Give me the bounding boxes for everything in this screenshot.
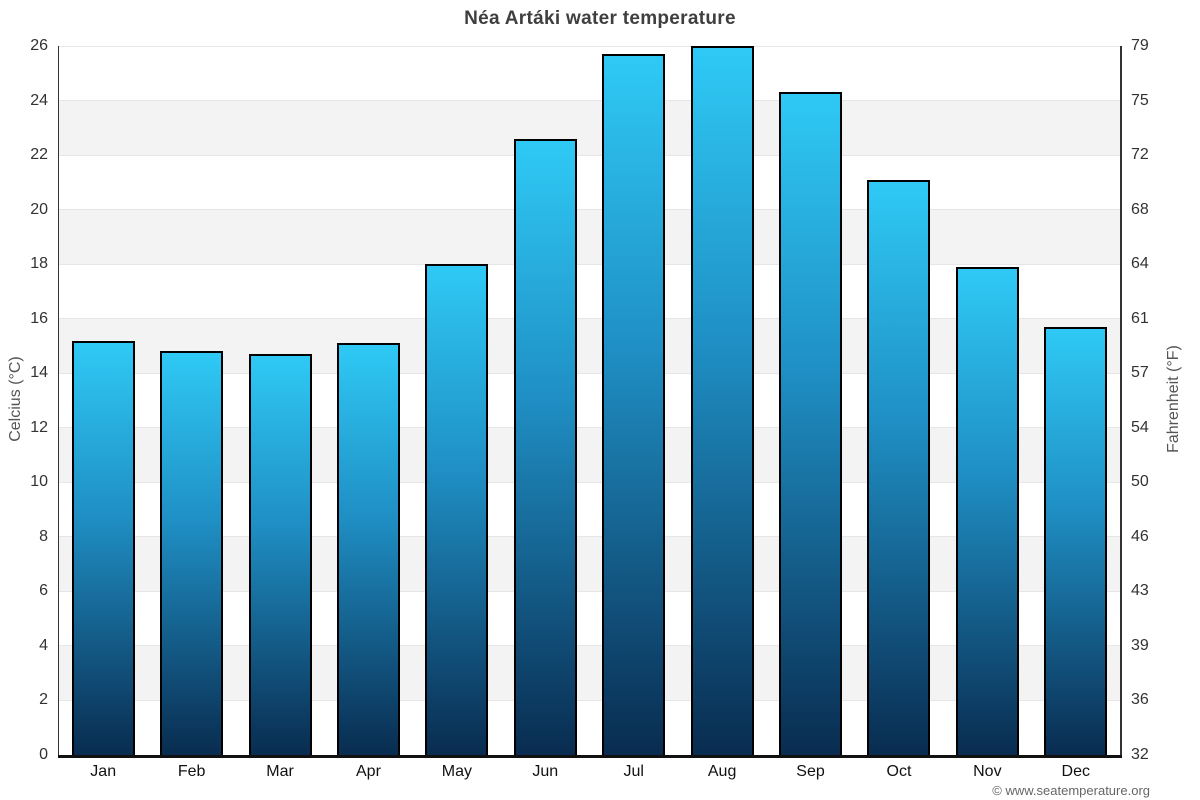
x-tick-feb: Feb: [177, 763, 206, 780]
y-tick-left: 12: [30, 418, 48, 436]
gridline: [59, 481, 1120, 483]
y-tick-right: 54: [1131, 418, 1149, 436]
y-tick-right: 32: [1131, 746, 1149, 763]
y-tick-left: 8: [39, 527, 48, 545]
gridline: [59, 209, 1120, 211]
y-tick-right: 57: [1131, 364, 1149, 382]
plot-band: [59, 482, 1120, 537]
plot-band: [59, 100, 1120, 156]
y-tick-left: 14: [30, 364, 48, 382]
y-tick-right: 39: [1131, 636, 1149, 654]
y-tick-right: 68: [1131, 200, 1149, 218]
right-axis-line: [1120, 46, 1122, 758]
x-tick-mar: Mar: [266, 763, 294, 780]
bottom-axis-line: [58, 755, 1122, 758]
x-tick-dec: Dec: [1061, 763, 1090, 780]
attribution-link[interactable]: © www.seatemperature.org: [992, 783, 1150, 798]
bar-mar[interactable]: [248, 354, 312, 755]
x-tick-apr: Apr: [356, 763, 381, 780]
y-tick-right: 46: [1131, 527, 1149, 545]
y-axis-title-celsius: Celcius (°C): [7, 356, 24, 442]
bar-apr[interactable]: [336, 343, 400, 755]
bar-may[interactable]: [425, 264, 489, 755]
gridline: [59, 45, 1120, 47]
y-tick-right: 43: [1131, 582, 1149, 600]
gridline: [59, 100, 1120, 102]
y-tick-right: 79: [1131, 37, 1149, 54]
left-axis-line: [58, 46, 59, 758]
gridline: [59, 263, 1120, 265]
bar-feb[interactable]: [160, 351, 224, 755]
chart-title: Néa Artáki water temperature: [464, 8, 736, 29]
gridline: [59, 427, 1120, 429]
bar-jan[interactable]: [71, 340, 135, 755]
plot-band: [59, 700, 1120, 755]
y-tick-left: 20: [30, 200, 48, 218]
y-tick-right: 72: [1131, 146, 1149, 164]
y-tick-right: 50: [1131, 473, 1149, 491]
bar-jul[interactable]: [602, 54, 666, 755]
bar-oct[interactable]: [867, 179, 931, 755]
gridline: [59, 154, 1120, 156]
x-tick-sep: Sep: [796, 763, 825, 780]
y-tick-left: 6: [39, 582, 48, 600]
bar-nov[interactable]: [955, 266, 1019, 755]
plot-band: [59, 373, 1120, 428]
plot-band: [59, 46, 1120, 101]
gridline: [59, 372, 1120, 374]
y-tick-left: 2: [39, 691, 48, 709]
y-tick-right: 61: [1131, 309, 1149, 327]
x-tick-jan: Jan: [90, 763, 117, 780]
plot-band: [59, 536, 1120, 592]
plot-band: [59, 591, 1120, 646]
y-tick-left: 10: [30, 473, 48, 491]
y-tick-left: 22: [30, 146, 48, 164]
gridline: [59, 699, 1120, 701]
y-tick-left: 0: [39, 746, 48, 763]
x-tick-jun: Jun: [532, 763, 559, 780]
x-tick-oct: Oct: [886, 763, 912, 780]
bar-sep[interactable]: [779, 92, 843, 755]
x-tick-may: May: [441, 763, 472, 780]
y-tick-left: 26: [30, 37, 48, 54]
plot-band: [59, 155, 1120, 210]
plot-band: [59, 318, 1120, 374]
gridline: [59, 590, 1120, 592]
plot-band: [59, 427, 1120, 483]
gridline: [59, 536, 1120, 538]
x-tick-aug: Aug: [707, 763, 737, 780]
y-axis-title-fahrenheit: Fahrenheit (°F): [1165, 345, 1182, 453]
x-tick-nov: Nov: [973, 763, 1002, 780]
y-tick-left: 16: [30, 309, 48, 327]
gridline: [59, 645, 1120, 647]
plot-band: [59, 209, 1120, 265]
y-tick-right: 36: [1131, 691, 1149, 709]
y-tick-right: 64: [1131, 255, 1149, 273]
x-tick-jul: Jul: [623, 763, 644, 780]
y-tick-left: 18: [30, 255, 48, 273]
plot-band: [59, 264, 1120, 319]
bar-jun[interactable]: [513, 138, 577, 755]
bar-aug[interactable]: [690, 46, 754, 755]
y-tick-left: 4: [39, 636, 48, 654]
bar-dec[interactable]: [1044, 326, 1108, 755]
gridline: [59, 318, 1120, 320]
plot-band: [59, 645, 1120, 701]
y-tick-right: 75: [1131, 91, 1149, 109]
y-tick-left: 24: [30, 91, 48, 109]
